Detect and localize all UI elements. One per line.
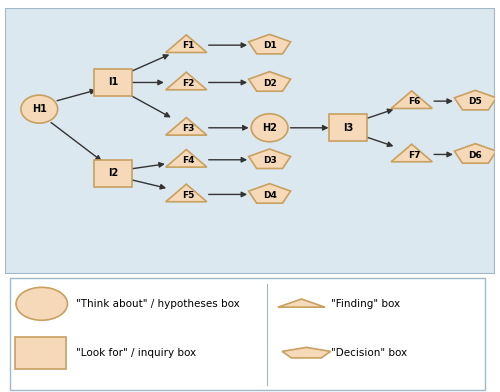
Polygon shape	[454, 143, 496, 163]
Text: D3: D3	[262, 156, 276, 165]
Text: H2: H2	[262, 123, 277, 133]
Text: F3: F3	[182, 124, 195, 133]
Text: "Decision" box: "Decision" box	[331, 348, 407, 358]
Text: I3: I3	[343, 123, 353, 133]
Text: D6: D6	[468, 151, 482, 160]
Ellipse shape	[251, 114, 288, 142]
FancyBboxPatch shape	[94, 160, 132, 187]
Text: F5: F5	[182, 191, 195, 200]
Text: F4: F4	[182, 156, 195, 165]
Text: D1: D1	[262, 41, 276, 50]
FancyBboxPatch shape	[329, 114, 367, 142]
Text: I2: I2	[108, 168, 118, 178]
Polygon shape	[391, 91, 432, 109]
Text: D5: D5	[468, 97, 482, 106]
Polygon shape	[248, 72, 290, 91]
Text: D4: D4	[262, 191, 276, 200]
Text: F7: F7	[408, 151, 420, 160]
Polygon shape	[282, 347, 331, 358]
Polygon shape	[166, 35, 207, 53]
Text: F6: F6	[408, 97, 420, 106]
Text: F1: F1	[182, 42, 195, 51]
FancyBboxPatch shape	[15, 337, 66, 369]
Polygon shape	[166, 184, 207, 202]
Text: "Finding" box: "Finding" box	[331, 299, 400, 309]
Ellipse shape	[16, 287, 68, 320]
Polygon shape	[166, 149, 207, 167]
Polygon shape	[454, 90, 496, 110]
Text: I1: I1	[108, 78, 118, 87]
Polygon shape	[248, 183, 290, 203]
Polygon shape	[166, 118, 207, 135]
Polygon shape	[166, 72, 207, 90]
Text: H1: H1	[32, 104, 46, 114]
Text: "Think about" / hypotheses box: "Think about" / hypotheses box	[76, 299, 240, 309]
FancyBboxPatch shape	[94, 69, 132, 96]
Polygon shape	[248, 34, 290, 54]
Text: F2: F2	[182, 79, 195, 88]
Text: D2: D2	[262, 78, 276, 87]
Polygon shape	[278, 299, 325, 307]
Polygon shape	[248, 149, 290, 169]
Ellipse shape	[21, 95, 58, 123]
Text: "Look for" / inquiry box: "Look for" / inquiry box	[76, 348, 196, 358]
Polygon shape	[391, 144, 432, 162]
